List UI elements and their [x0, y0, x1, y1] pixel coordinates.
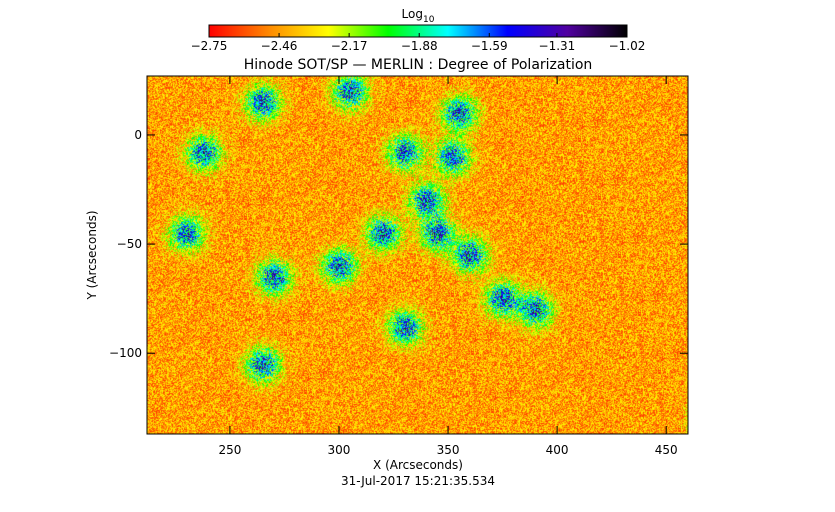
x-tick-label: 300	[328, 443, 351, 457]
colorbar-title-base: Log	[402, 7, 423, 21]
chart-title: Hinode SOT/SP — MERLIN : Degree of Polar…	[244, 57, 593, 73]
colorbar-tick-label: −2.46	[261, 39, 298, 53]
y-axis-label: Y (Arcseconds)	[85, 210, 99, 300]
y-tick-label: −100	[109, 346, 142, 360]
colorbar-ticks: −2.75 −2.46 −2.17 −1.88 −1.59 −1.31 −1.02	[191, 33, 646, 53]
colorbar-tick-label: −1.59	[471, 39, 508, 53]
colorbar-tick-label: −2.75	[191, 39, 228, 53]
heatmap-raster	[147, 76, 688, 434]
x-tick-label: 450	[655, 443, 678, 457]
timestamp: 31-Jul-2017 15:21:35.534	[341, 474, 495, 488]
heatmap-image	[147, 76, 688, 434]
x-axis-label: X (Arcseconds)	[373, 458, 463, 472]
x-tick-label: 400	[546, 443, 569, 457]
colorbar	[208, 24, 628, 38]
colorbar-tick-label: −1.02	[609, 39, 646, 53]
x-tick-label: 250	[218, 443, 241, 457]
colorbar-tick-label: −2.17	[331, 39, 368, 53]
colorbar-title-subscript: 10	[423, 15, 435, 25]
axis-ticks: 250 300 350 400 450 0 −50 −100	[109, 76, 688, 457]
plot-frame	[146, 75, 689, 435]
colorbar-title: Log10	[402, 7, 435, 25]
y-tick-label: 0	[134, 128, 142, 142]
colorbar-tick-label: −1.31	[539, 39, 576, 53]
y-tick-label: −50	[117, 237, 142, 251]
colorbar-tick-label: −1.88	[401, 39, 438, 53]
x-tick-label: 350	[437, 443, 460, 457]
